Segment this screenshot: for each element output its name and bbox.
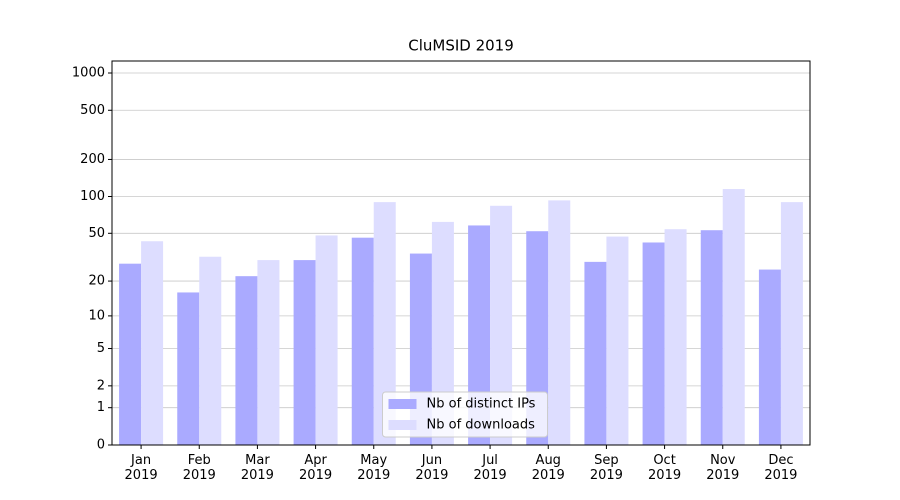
bar — [141, 241, 164, 445]
y-tick-label: 2 — [97, 378, 105, 393]
bar — [700, 230, 723, 445]
x-tick-label: Mar 2019 — [240, 453, 274, 483]
y-tick-label: 1000 — [72, 66, 105, 81]
x-tick-label: Sep 2019 — [589, 453, 623, 483]
bar — [468, 225, 491, 445]
y-tick-label: 0 — [97, 438, 105, 453]
bar — [642, 242, 665, 445]
bar — [722, 189, 745, 445]
y-tick-label: 5 — [97, 341, 105, 356]
x-tick-label: May 2019 — [357, 453, 391, 483]
plot-frame — [111, 60, 811, 446]
bar — [431, 221, 454, 445]
bar — [758, 269, 781, 445]
bar — [373, 202, 396, 445]
bar — [584, 261, 607, 445]
bar — [177, 292, 200, 445]
bar — [490, 205, 513, 445]
y-tick-label: 200 — [80, 152, 105, 167]
x-tick-label: Jul 2019 — [473, 453, 507, 483]
bar — [235, 276, 258, 445]
bar — [606, 236, 629, 445]
chart-title: CluMSID 2019 — [408, 37, 514, 55]
legend-swatch — [388, 420, 417, 430]
x-tick-label: Jun 2019 — [415, 453, 449, 483]
bar — [664, 229, 687, 445]
y-tick-label: 20 — [88, 274, 105, 289]
bar — [548, 200, 571, 445]
y-tick-label: 50 — [88, 226, 105, 241]
y-tick-label: 500 — [80, 103, 105, 118]
x-tick-label: Apr 2019 — [299, 453, 333, 483]
x-tick-label: Feb 2019 — [182, 453, 216, 483]
legend-label: Nb of distinct IPs — [427, 397, 536, 412]
bar — [315, 235, 338, 445]
bar — [199, 256, 222, 445]
y-tick-label: 10 — [88, 308, 105, 323]
x-tick-label: Dec 2019 — [764, 453, 798, 483]
bar — [351, 237, 374, 445]
legend-swatch — [388, 399, 417, 409]
x-tick-label: Nov 2019 — [706, 453, 740, 483]
bar — [119, 263, 142, 445]
x-tick-label: Aug 2019 — [531, 453, 565, 483]
bar — [780, 202, 803, 445]
x-tick-label: Oct 2019 — [648, 453, 682, 483]
legend-box — [382, 391, 548, 438]
x-tick-label: Jan 2019 — [124, 453, 158, 483]
y-tick-label: 1 — [97, 400, 105, 415]
y-tick-label: 100 — [80, 189, 105, 204]
bar — [257, 260, 280, 445]
legend-label: Nb of downloads — [427, 418, 536, 433]
bar — [293, 260, 316, 445]
